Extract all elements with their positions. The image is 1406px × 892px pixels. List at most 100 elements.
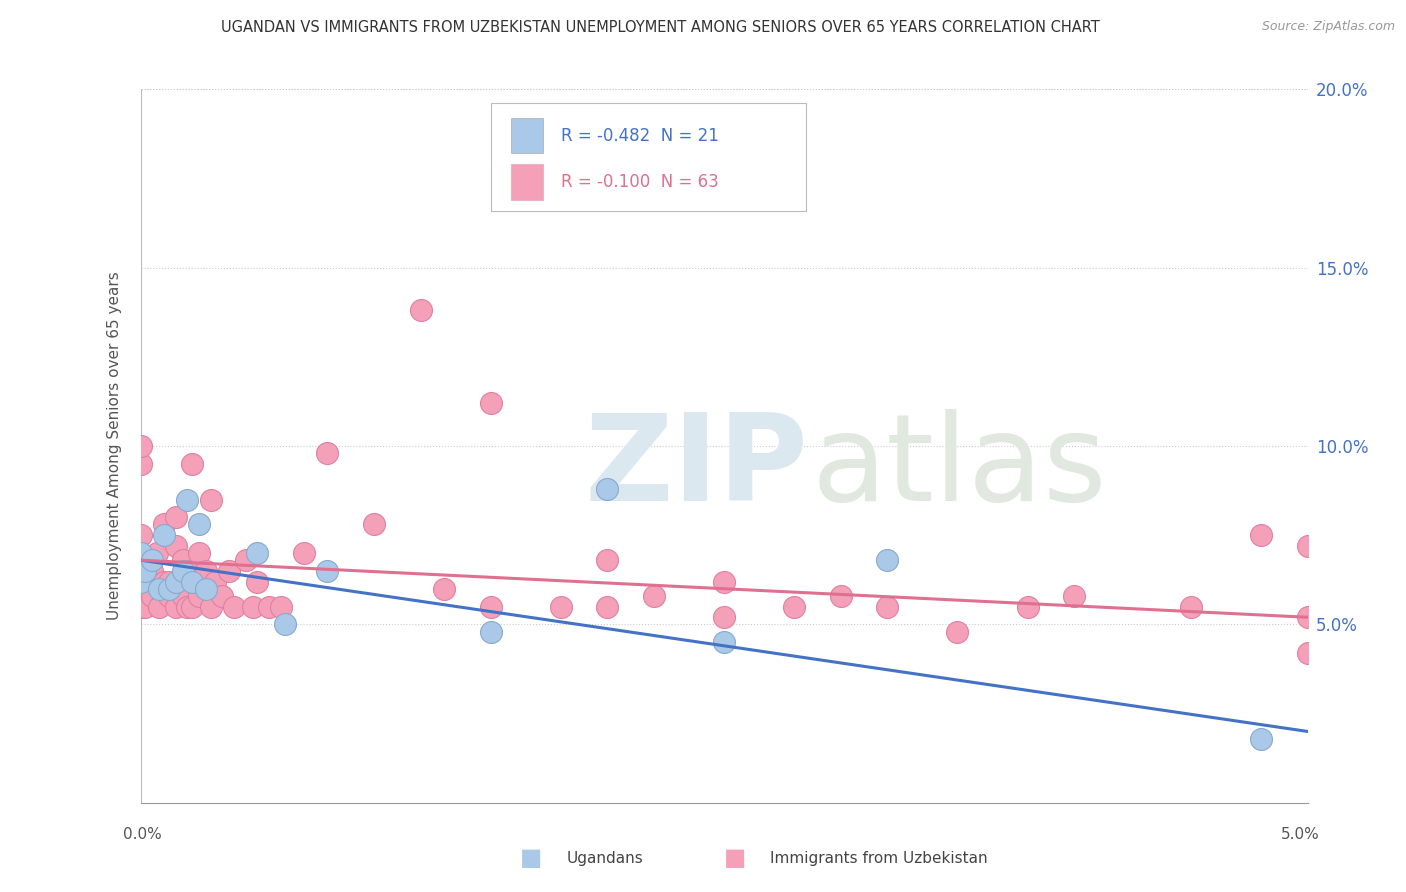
- Point: [1250, 731, 1272, 746]
- Point: [200, 599, 222, 614]
- Point: [153, 517, 176, 532]
- Point: [129, 546, 152, 560]
- Text: ZIP: ZIP: [583, 409, 808, 526]
- Point: [246, 546, 269, 560]
- Point: [141, 589, 163, 603]
- Point: [1296, 646, 1319, 660]
- Point: [176, 492, 198, 507]
- Point: [479, 624, 502, 639]
- Point: [134, 599, 156, 614]
- Point: [550, 599, 572, 614]
- FancyBboxPatch shape: [491, 103, 806, 211]
- Point: [188, 589, 211, 603]
- Point: [363, 517, 385, 532]
- Point: [713, 635, 735, 649]
- Point: [316, 446, 339, 460]
- Y-axis label: Unemployment Among Seniors over 65 years: Unemployment Among Seniors over 65 years: [107, 272, 122, 620]
- Point: [713, 610, 735, 624]
- Point: [409, 303, 432, 318]
- Point: [479, 396, 502, 410]
- Point: [165, 539, 187, 553]
- Point: [292, 546, 315, 560]
- Point: [165, 510, 187, 524]
- Point: [596, 599, 619, 614]
- Point: [157, 574, 180, 589]
- Point: [643, 589, 665, 603]
- Point: [176, 564, 198, 578]
- Point: [188, 517, 211, 532]
- Point: [148, 599, 170, 614]
- Point: [783, 599, 806, 614]
- Point: [134, 564, 156, 578]
- Point: [270, 599, 292, 614]
- Point: [1180, 599, 1202, 614]
- Text: 0.0%: 0.0%: [122, 827, 162, 841]
- Point: [153, 574, 176, 589]
- Point: [479, 599, 502, 614]
- Point: [194, 564, 217, 578]
- Point: [246, 574, 269, 589]
- Point: [1296, 610, 1319, 624]
- Point: [176, 599, 198, 614]
- Point: [242, 599, 264, 614]
- Point: [596, 482, 619, 496]
- Point: [1296, 539, 1319, 553]
- Point: [316, 564, 339, 578]
- Point: [188, 546, 211, 560]
- Text: R = -0.482  N = 21: R = -0.482 N = 21: [561, 127, 718, 145]
- Point: [181, 457, 204, 471]
- Text: ■: ■: [520, 847, 543, 870]
- Point: [1017, 599, 1039, 614]
- Text: Source: ZipAtlas.com: Source: ZipAtlas.com: [1261, 20, 1395, 33]
- Text: atlas: atlas: [811, 409, 1108, 526]
- Point: [148, 582, 170, 596]
- Point: [181, 574, 204, 589]
- Point: [218, 564, 240, 578]
- Point: [165, 599, 187, 614]
- Point: [129, 553, 152, 567]
- Point: [257, 599, 280, 614]
- Point: [157, 582, 180, 596]
- Point: [181, 599, 204, 614]
- Point: [129, 439, 152, 453]
- Point: [172, 564, 194, 578]
- Text: UGANDAN VS IMMIGRANTS FROM UZBEKISTAN UNEMPLOYMENT AMONG SENIORS OVER 65 YEARS C: UGANDAN VS IMMIGRANTS FROM UZBEKISTAN UN…: [221, 20, 1099, 35]
- Point: [172, 589, 194, 603]
- Point: [165, 574, 187, 589]
- Point: [876, 553, 898, 567]
- Point: [129, 599, 152, 614]
- Point: [235, 553, 257, 567]
- Text: ■: ■: [724, 847, 747, 870]
- Point: [876, 599, 898, 614]
- Point: [141, 564, 163, 578]
- Point: [830, 589, 852, 603]
- Text: Immigrants from Uzbekistan: Immigrants from Uzbekistan: [770, 851, 988, 865]
- Point: [946, 624, 969, 639]
- Point: [157, 589, 180, 603]
- Text: Ugandans: Ugandans: [567, 851, 644, 865]
- Point: [146, 546, 169, 560]
- Point: [129, 582, 152, 596]
- Bar: [510, 164, 543, 200]
- Point: [153, 528, 176, 542]
- Point: [129, 528, 152, 542]
- Bar: [510, 118, 543, 153]
- Point: [211, 589, 233, 603]
- Point: [129, 457, 152, 471]
- Point: [713, 574, 735, 589]
- Point: [129, 574, 152, 589]
- Point: [172, 553, 194, 567]
- Point: [204, 574, 226, 589]
- Point: [274, 617, 297, 632]
- Point: [134, 564, 156, 578]
- Point: [596, 553, 619, 567]
- Point: [1250, 528, 1272, 542]
- Text: R = -0.100  N = 63: R = -0.100 N = 63: [561, 173, 718, 191]
- Point: [200, 492, 222, 507]
- Point: [433, 582, 456, 596]
- Point: [141, 553, 163, 567]
- Point: [1063, 589, 1085, 603]
- Point: [222, 599, 245, 614]
- Point: [194, 582, 217, 596]
- Text: 5.0%: 5.0%: [1281, 827, 1320, 841]
